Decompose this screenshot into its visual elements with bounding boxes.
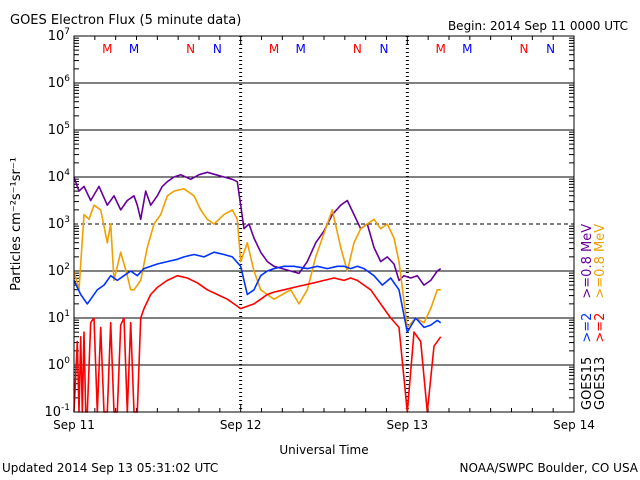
series-line-2: [73, 188, 441, 329]
series-line-3: [73, 251, 442, 333]
y-tick-label: 105: [48, 121, 70, 138]
series-line-1: [73, 171, 442, 286]
y-tick-label: 107: [48, 27, 70, 44]
credit-text: NOAA/SWPC Boulder, CO USA: [460, 461, 639, 475]
satellite-marker: M: [102, 42, 112, 56]
x-tick-label: Sep 11: [53, 418, 95, 432]
grid-layer: [73, 36, 575, 412]
satellite-marker: M: [129, 42, 139, 56]
satellite-marker: N: [520, 42, 529, 56]
updated-timestamp: Updated 2014 Sep 13 05:31:02 UTC: [2, 461, 218, 475]
begin-time: Begin: 2014 Sep 11 0000 UTC: [448, 19, 628, 33]
x-tick-label: Sep 14: [553, 418, 595, 432]
satellite-marker: M: [269, 42, 279, 56]
series-layer: [73, 171, 442, 413]
satellite-marker: N: [186, 42, 195, 56]
satellite-marker: N: [213, 42, 222, 56]
y-axis-label: Particles cm⁻²s⁻¹sr⁻¹: [9, 157, 24, 291]
y-tick-labels: 10-1 100 101 102 103 104 105 106 107: [44, 27, 70, 420]
satellite-marker: N: [546, 42, 555, 56]
satellite-marker: M: [462, 42, 472, 56]
y-tick-label: 104: [48, 168, 71, 185]
y-tick-label: 10-1: [44, 403, 70, 420]
x-axis-label: Universal Time: [279, 443, 368, 457]
x-tick-label: Sep 12: [220, 418, 262, 432]
y-tick-label: 102: [48, 262, 70, 279]
satellite-marker: M: [435, 42, 445, 56]
x-tick-label: Sep 13: [386, 418, 428, 432]
x-tick-labels: Sep 11 Sep 12 Sep 13 Sep 14: [53, 418, 595, 432]
y-tick-label: 106: [48, 74, 71, 91]
series-line-4: [73, 274, 442, 413]
y-tick-label: 100: [48, 356, 71, 373]
satellite-marker: N: [380, 42, 389, 56]
chart-title: GOES Electron Flux (5 minute data): [10, 13, 241, 28]
plot-frame: [73, 35, 575, 413]
satellite-marker: N: [353, 42, 362, 56]
y-tick-label: 103: [48, 215, 70, 232]
legend-satellite: GOES15>=2>=0.8 MeV: [580, 224, 595, 410]
satellite-marker: M: [295, 42, 305, 56]
legend-satellite: GOES13>=2>=0.8 MeV: [593, 224, 608, 410]
y-tick-label: 101: [48, 309, 70, 326]
